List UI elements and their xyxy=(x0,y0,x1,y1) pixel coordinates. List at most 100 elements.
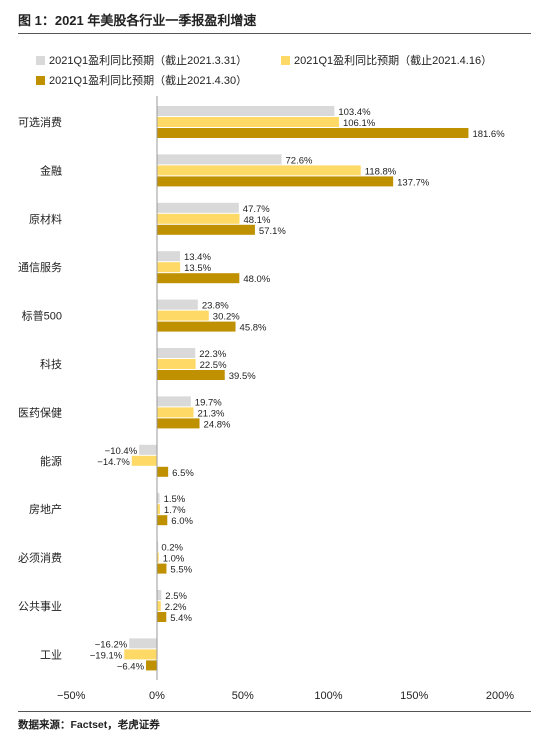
bar-s2 xyxy=(157,359,196,369)
data-label: −19.1% xyxy=(90,650,123,661)
data-label: 6.0% xyxy=(171,516,193,527)
bar-s2 xyxy=(157,213,240,224)
data-label: 13.5% xyxy=(184,263,211,274)
data-label: −10.4% xyxy=(105,446,138,457)
bar-s1 xyxy=(157,541,159,552)
data-label: 19.7% xyxy=(195,397,222,408)
x-tick-label: 100% xyxy=(314,690,342,702)
data-label: −6.4% xyxy=(117,661,145,672)
bar-s3 xyxy=(157,321,236,332)
data-source: 数据来源：Factset，老虎证券 xyxy=(18,719,160,731)
bar-s3 xyxy=(157,176,394,187)
data-label: 24.8% xyxy=(204,419,231,430)
data-label: 13.4% xyxy=(184,252,211,263)
bar-s1 xyxy=(157,348,196,358)
category-label: 房地产 xyxy=(29,502,62,516)
bar-s3 xyxy=(146,660,157,671)
bar-s2 xyxy=(157,165,361,176)
data-label: 45.8% xyxy=(240,323,267,334)
bar-s1 xyxy=(157,251,180,262)
bar-s2 xyxy=(157,601,161,611)
bar-s1 xyxy=(157,202,239,213)
bar-s1 xyxy=(157,106,335,116)
legend-label: 2021Q1盈利同比预期（截止2021.4.30） xyxy=(49,75,248,87)
bar-s2 xyxy=(157,262,181,273)
data-label: 5.4% xyxy=(170,613,192,624)
data-label: 1.7% xyxy=(164,505,186,516)
data-label: 22.3% xyxy=(199,349,226,360)
bar-s2 xyxy=(157,407,194,418)
category-label: 金融 xyxy=(40,163,62,177)
bar-s3 xyxy=(157,515,168,526)
data-label: 5.5% xyxy=(170,565,192,576)
bar-s3 xyxy=(157,563,167,574)
bar-s3 xyxy=(157,418,200,429)
category-label: 原材料 xyxy=(29,212,62,226)
bar-s2 xyxy=(157,552,159,563)
category-label: 医药保健 xyxy=(18,405,62,419)
data-label: 6.5% xyxy=(172,468,194,479)
legend-entry-apr16: 2021Q1盈利同比预期（截止2021.4.16） xyxy=(281,52,492,68)
bar-s2 xyxy=(157,117,339,127)
data-label: 1.0% xyxy=(163,554,185,565)
legend-swatch xyxy=(36,75,45,85)
data-label: 21.3% xyxy=(198,408,225,419)
x-tick-label: 200% xyxy=(486,690,514,702)
data-label: 0.2% xyxy=(161,543,183,554)
bar-s1 xyxy=(139,444,157,455)
category-label: 必须消费 xyxy=(18,551,62,565)
category-label: 科技 xyxy=(40,357,62,371)
data-label: 57.1% xyxy=(259,226,286,237)
data-label: 30.2% xyxy=(213,312,240,323)
bar-s2 xyxy=(157,310,209,321)
bar-s2 xyxy=(131,455,157,466)
bar-s3 xyxy=(157,370,225,380)
data-label: 48.0% xyxy=(243,274,270,285)
legend-label: 2021Q1盈利同比预期（截止2021.4.16） xyxy=(294,55,493,67)
bar-s3 xyxy=(157,466,169,477)
bar-s3 xyxy=(157,612,167,622)
bar-s1 xyxy=(157,299,198,310)
data-label: −16.2% xyxy=(95,639,128,650)
bar-s1 xyxy=(157,493,160,504)
data-label: 39.5% xyxy=(229,371,256,382)
bar-s2 xyxy=(157,504,160,515)
category-label: 能源 xyxy=(40,454,62,468)
legend-swatch xyxy=(36,55,45,65)
bar-s1 xyxy=(129,638,157,649)
bar-s1 xyxy=(157,396,191,407)
data-label: 48.1% xyxy=(243,215,270,226)
bar-s3 xyxy=(157,273,240,284)
x-tick-label: 150% xyxy=(400,690,428,702)
data-label: −14.7% xyxy=(97,457,130,468)
category-label: 通信服务 xyxy=(18,261,62,274)
title-divider xyxy=(18,33,531,34)
bar-s1 xyxy=(157,590,162,600)
data-label: 2.2% xyxy=(165,602,187,613)
bar-s3 xyxy=(157,224,255,235)
data-label: 181.6% xyxy=(472,129,505,140)
legend-entry-mar31: 2021Q1盈利同比预期（截止2021.3.31） xyxy=(36,52,247,68)
data-label: 2.5% xyxy=(165,591,187,602)
data-label: 103.4% xyxy=(338,107,371,118)
figure-title: 图 1：2021 年美股各行业一季报盈利增速 xyxy=(18,13,257,28)
data-label: 72.6% xyxy=(286,155,313,166)
footer-divider xyxy=(18,711,531,712)
data-label: 23.8% xyxy=(202,301,229,312)
x-tick-label: 50% xyxy=(232,690,254,702)
category-label: 标普500 xyxy=(22,309,62,323)
legend-entry-apr30: 2021Q1盈利同比预期（截止2021.4.30） xyxy=(36,72,247,88)
data-label: 47.7% xyxy=(243,204,270,215)
bar-s3 xyxy=(157,128,469,138)
data-label: 137.7% xyxy=(397,177,430,188)
category-label: 公共事业 xyxy=(18,600,62,613)
data-label: 1.5% xyxy=(164,494,186,505)
data-label: 106.1% xyxy=(343,118,376,129)
category-label: 工业 xyxy=(40,648,62,661)
category-label: 可选消费 xyxy=(18,115,62,129)
legend-label: 2021Q1盈利同比预期（截止2021.3.31） xyxy=(49,55,248,67)
data-label: 118.8% xyxy=(365,166,397,177)
x-tick-label: 0% xyxy=(149,690,165,702)
bar-s1 xyxy=(157,154,282,165)
